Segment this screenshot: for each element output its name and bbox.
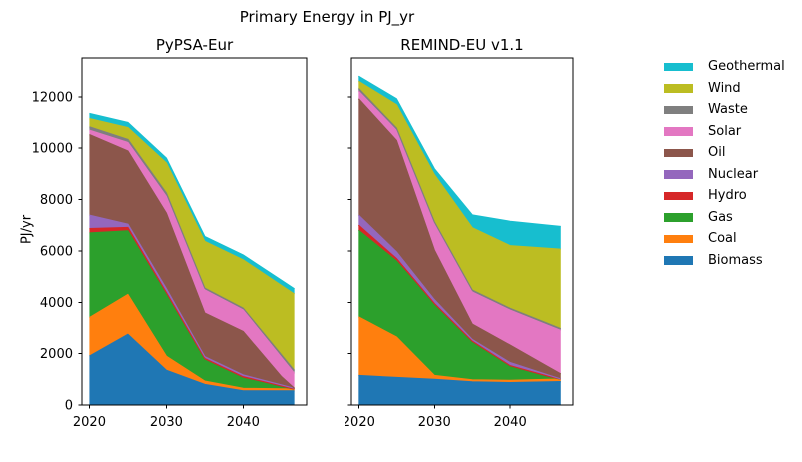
x-tick-label: 2020 [73, 415, 106, 430]
area-biomass [89, 334, 295, 405]
line-wind [89, 118, 295, 295]
legend-swatch-biomass [664, 256, 693, 265]
line-coal [89, 293, 295, 390]
legend-swatch-solar [664, 127, 693, 136]
legend-item-geothermal: Geothermal [664, 56, 800, 78]
x-tick-label: 2040 [227, 415, 260, 430]
legend-item-gas: Gas [664, 207, 800, 229]
area-coal [358, 316, 561, 383]
legend-swatch-coal [664, 234, 693, 243]
area-oil [358, 98, 561, 379]
legend-label: Nuclear [708, 166, 759, 182]
y-tick-label: 4000 [40, 296, 73, 311]
legend-label: Coal [708, 231, 737, 246]
y-tick-label: 12000 [32, 90, 73, 105]
legend-swatch-waste [664, 105, 693, 114]
legend-swatch-hydro [664, 191, 693, 200]
legend-label: Waste [708, 102, 748, 117]
legend-item-solar: Solar [664, 121, 800, 143]
line-geothermal [89, 112, 295, 290]
legend-item-oil: Oil [664, 142, 800, 164]
y-tick-label: 2000 [40, 347, 73, 362]
legend-item-waste: Waste [664, 99, 800, 121]
y-tick-label: 8000 [40, 193, 73, 208]
area-gas [358, 230, 561, 381]
area-oil [89, 134, 295, 389]
line-nuclear [89, 214, 295, 389]
line-geothermal [358, 75, 561, 228]
y-tick-label: 6000 [40, 244, 73, 259]
legend-item-coal: Coal [664, 228, 800, 250]
legend-label: Hydro [708, 188, 747, 203]
x-tick-label: 2040 [494, 415, 527, 430]
legend-label: Gas [708, 209, 733, 225]
x-tick-label: 2030 [150, 415, 183, 430]
line-oil [357, 98, 562, 375]
line-hydro [89, 226, 295, 390]
line-hydro [357, 224, 561, 380]
legend-item-biomass: Biomass [664, 250, 800, 272]
line-nuclear [357, 214, 561, 380]
x-tick-label: 2020 [345, 415, 375, 430]
legend: Geothermal Wind Waste Solar Oil Nuclear Hydro G… [664, 56, 800, 271]
legend-item-hydro: Hydro [664, 185, 800, 207]
legend-item-wind: Wind [664, 78, 800, 100]
line-wind [358, 80, 561, 250]
line-oil [89, 133, 296, 389]
subplot-title-remind-eu: REMIND-EU v1.1 [400, 36, 524, 54]
area-coal [89, 294, 295, 391]
line-solar [357, 90, 562, 331]
legend-label: Geothermal [708, 59, 785, 74]
figure-title: Primary Energy in PJ_yr [239, 8, 415, 26]
line-coal [358, 316, 561, 381]
legend-swatch-oil [664, 148, 693, 157]
subplot-title-pypsa-eur: PyPSA-Eur [155, 36, 234, 54]
line-biomass [89, 333, 295, 392]
line-biomass [358, 374, 561, 384]
y-tick-label: 10000 [32, 142, 73, 157]
x-tick-label: 2030 [418, 415, 451, 430]
line-waste [357, 88, 562, 330]
legend-swatch-wind [664, 84, 693, 93]
legend-label: Wind [708, 80, 741, 96]
legend-swatch-nuclear [664, 170, 693, 179]
y-tick-label: 0 [65, 399, 73, 414]
chart-remind-eu: 2020 2030 2040 [345, 57, 574, 430]
chart-pypsa-eur: 0 2000 4000 6000 8000 10000 12000 2020 2030 2040 [32, 57, 308, 430]
legend-item-nuclear: Nuclear [664, 164, 800, 186]
legend-label: Biomass [708, 252, 763, 268]
area-wind [358, 81, 561, 329]
line-waste [89, 126, 296, 371]
area-gas [89, 230, 295, 389]
legend-swatch-gas [664, 213, 693, 222]
line-solar [89, 129, 296, 374]
legend-swatch-geothermal [664, 62, 693, 71]
legend-label: Oil [708, 145, 726, 160]
legend-label: Solar [708, 123, 742, 139]
